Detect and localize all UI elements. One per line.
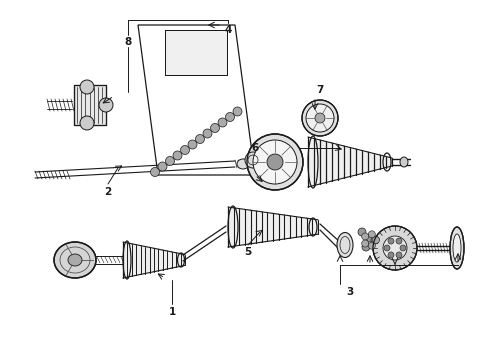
Circle shape [203,129,212,138]
Text: 8: 8 [124,37,132,47]
Circle shape [211,123,220,132]
Circle shape [368,231,375,238]
Polygon shape [123,242,185,278]
Circle shape [99,98,113,112]
Ellipse shape [453,234,461,262]
Circle shape [188,140,197,149]
Circle shape [373,226,417,270]
Circle shape [196,135,204,144]
Circle shape [225,112,235,122]
Circle shape [150,167,160,176]
Circle shape [173,151,182,160]
Text: 2: 2 [104,187,112,197]
Circle shape [400,245,406,251]
Ellipse shape [68,254,82,266]
Ellipse shape [400,157,408,167]
Ellipse shape [337,233,353,257]
Text: 5: 5 [245,247,252,257]
Ellipse shape [54,242,96,278]
Circle shape [233,107,242,116]
Text: 1: 1 [169,307,175,317]
Ellipse shape [237,159,249,169]
Circle shape [218,118,227,127]
Circle shape [80,116,94,130]
Circle shape [80,80,94,94]
Circle shape [306,104,334,132]
Circle shape [388,238,394,244]
Circle shape [315,113,325,123]
Circle shape [267,154,283,170]
Circle shape [396,252,402,258]
Circle shape [358,228,366,236]
Ellipse shape [450,227,464,269]
Circle shape [362,243,370,251]
Circle shape [366,234,374,242]
Bar [74,85,106,125]
Circle shape [166,157,174,166]
Polygon shape [228,207,318,247]
Circle shape [362,233,368,240]
Bar [165,30,227,75]
Text: 6: 6 [251,143,259,153]
Circle shape [371,236,379,244]
Circle shape [368,242,375,249]
Text: 7: 7 [317,85,324,95]
Circle shape [396,238,402,244]
Circle shape [180,145,190,154]
Text: 3: 3 [346,287,354,297]
Circle shape [362,240,368,247]
Circle shape [253,140,297,184]
Circle shape [372,237,379,243]
Text: 4: 4 [224,25,232,35]
Circle shape [388,252,394,258]
Bar [74,85,106,125]
Circle shape [158,162,167,171]
Circle shape [245,152,261,168]
Circle shape [247,134,303,190]
Polygon shape [308,137,392,187]
Circle shape [384,245,390,251]
Circle shape [383,236,407,260]
Circle shape [302,100,338,136]
Bar [165,30,227,75]
